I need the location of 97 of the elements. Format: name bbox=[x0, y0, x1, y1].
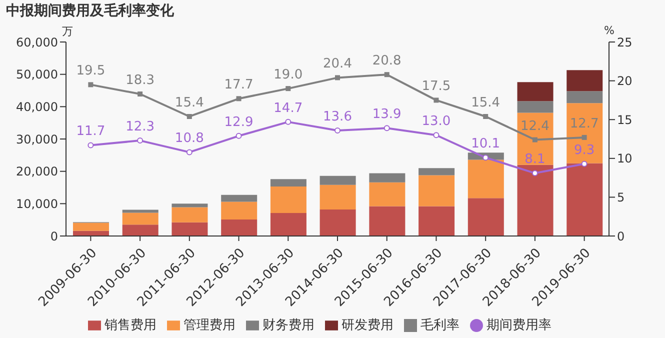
point bbox=[335, 75, 340, 80]
data-label: 17.7 bbox=[224, 78, 254, 93]
point bbox=[434, 98, 439, 103]
y2-tick-label: 0 bbox=[617, 229, 625, 244]
y-tick-label: 20,000 bbox=[16, 164, 58, 179]
point bbox=[532, 170, 538, 176]
bar bbox=[122, 212, 158, 225]
point bbox=[581, 160, 588, 167]
point bbox=[334, 127, 340, 134]
data-label: 13.9 bbox=[372, 107, 402, 122]
point bbox=[384, 125, 390, 132]
data-label: 10.8 bbox=[174, 131, 204, 146]
point bbox=[186, 149, 192, 156]
data-label: 20.8 bbox=[372, 54, 402, 69]
bar bbox=[369, 173, 406, 182]
bar bbox=[73, 222, 109, 231]
bar bbox=[122, 224, 158, 236]
y-tick-label: 40,000 bbox=[16, 100, 58, 114]
legend-label: 研发费用 bbox=[342, 318, 394, 333]
data-label: 13.6 bbox=[323, 109, 352, 124]
y2-tick-label: 5 bbox=[617, 190, 625, 204]
point bbox=[285, 118, 292, 125]
legend-label: 期间费用率 bbox=[486, 318, 552, 333]
point bbox=[532, 137, 538, 142]
bar bbox=[172, 207, 208, 222]
bar bbox=[221, 202, 258, 220]
y-tick-label: 30,000 bbox=[16, 132, 58, 146]
bar bbox=[320, 184, 356, 210]
bar bbox=[418, 206, 455, 236]
bar bbox=[517, 82, 554, 102]
bar bbox=[320, 176, 356, 185]
bar bbox=[369, 182, 406, 206]
bar bbox=[221, 220, 258, 236]
point bbox=[88, 142, 94, 148]
bar bbox=[320, 209, 356, 236]
data-label: 10.1 bbox=[471, 136, 500, 152]
data-label: 20.4 bbox=[323, 56, 352, 72]
legend-label: 财务费用 bbox=[262, 318, 314, 333]
bar bbox=[566, 163, 603, 236]
y-tick-label: 10,000 bbox=[16, 196, 58, 211]
point bbox=[236, 132, 242, 139]
y2-tick-label: 10 bbox=[617, 152, 632, 166]
point bbox=[483, 114, 488, 119]
y-tick-label: 50,000 bbox=[16, 68, 58, 82]
bar bbox=[369, 206, 406, 236]
point bbox=[236, 96, 242, 102]
point bbox=[384, 72, 390, 78]
bar bbox=[517, 101, 554, 113]
y2-tick-label: 20 bbox=[617, 74, 632, 88]
point bbox=[482, 154, 489, 161]
data-label: 14.7 bbox=[274, 100, 303, 116]
y-tick-label: 60,000 bbox=[16, 35, 58, 50]
data-label: 12.7 bbox=[570, 116, 599, 132]
bar bbox=[270, 213, 306, 236]
y-axis-title: 万 bbox=[62, 24, 73, 39]
data-label: 12.3 bbox=[126, 120, 155, 135]
bar bbox=[517, 112, 554, 165]
y2-axis-title: % bbox=[604, 24, 614, 37]
bar bbox=[566, 103, 603, 164]
bar bbox=[270, 186, 306, 214]
chart-title: 中报期间费用及毛利率变化 bbox=[6, 2, 174, 20]
data-label: 17.5 bbox=[422, 79, 451, 94]
legend-label: 销售费用 bbox=[104, 318, 156, 333]
data-label: 12.9 bbox=[224, 114, 254, 130]
y-tick-label: 0 bbox=[50, 229, 58, 244]
data-label: 8.1 bbox=[524, 152, 546, 168]
legend-label: 毛利率 bbox=[420, 318, 460, 333]
data-label: 13.0 bbox=[422, 114, 451, 130]
point bbox=[433, 132, 440, 138]
y2-tick-label: 15 bbox=[617, 112, 632, 127]
data-label: 18.3 bbox=[126, 72, 155, 88]
bar bbox=[270, 179, 306, 187]
bar bbox=[418, 168, 455, 176]
data-label: 15.4 bbox=[174, 95, 204, 110]
bar bbox=[566, 70, 603, 92]
bar bbox=[468, 160, 504, 198]
legend-label: 管理费用 bbox=[184, 318, 236, 333]
data-label: 15.4 bbox=[471, 95, 500, 110]
bar bbox=[566, 91, 603, 104]
y2-tick-label: 25 bbox=[617, 35, 632, 50]
data-label: 19.5 bbox=[76, 64, 106, 79]
data-label: 11.7 bbox=[76, 124, 106, 140]
data-label: 19.0 bbox=[274, 68, 303, 83]
bar bbox=[172, 222, 208, 236]
bar bbox=[418, 175, 455, 206]
bar bbox=[172, 204, 208, 208]
data-label: 9.3 bbox=[574, 142, 595, 158]
data-label: 12.4 bbox=[520, 118, 550, 134]
point bbox=[582, 134, 587, 140]
bar bbox=[221, 194, 258, 202]
bar bbox=[517, 164, 554, 236]
point bbox=[138, 91, 143, 96]
bar bbox=[468, 198, 504, 236]
point bbox=[88, 82, 94, 88]
point bbox=[137, 138, 144, 144]
point bbox=[286, 86, 291, 92]
point bbox=[186, 114, 192, 119]
